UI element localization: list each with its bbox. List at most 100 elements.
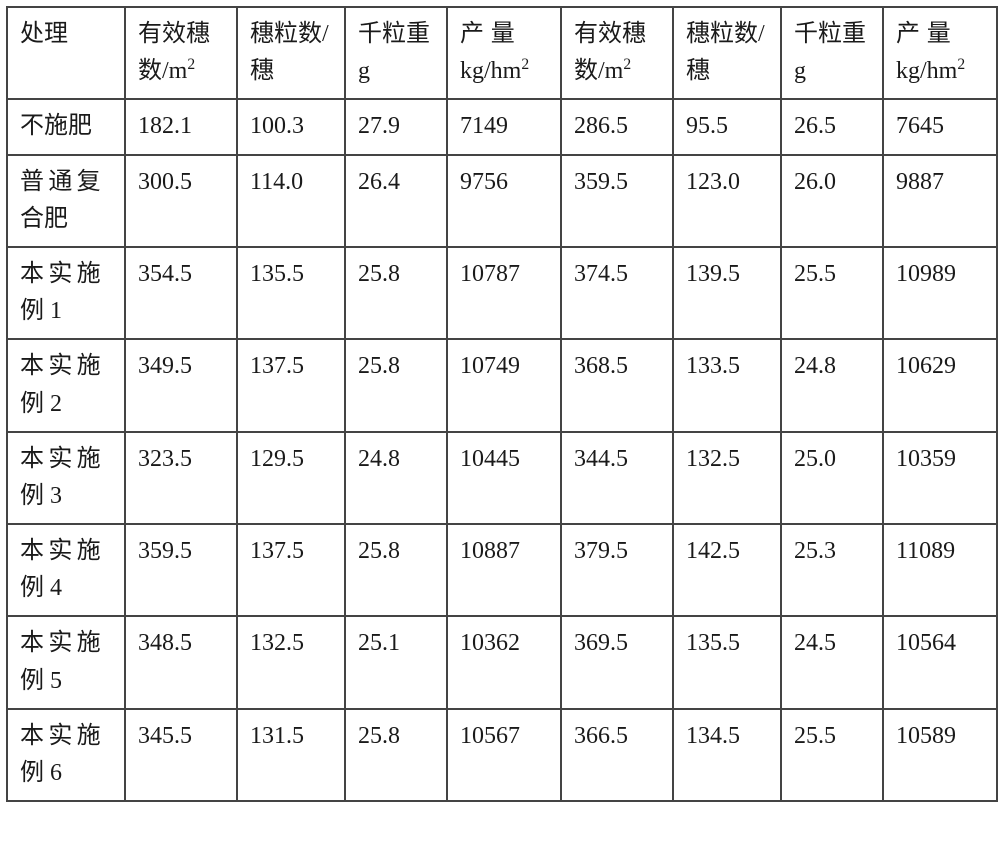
table-row: 本实施例 5348.5132.525.110362369.5135.524.51…	[7, 616, 997, 708]
header-line2: kg/hm2	[896, 53, 986, 90]
row-label: 本实施例 1	[7, 247, 125, 339]
cell-value: 345.5	[125, 709, 237, 801]
header-line1: 千粒重	[794, 16, 872, 53]
header-line2: 数/m2	[138, 53, 226, 90]
cell-value: 142.5	[673, 524, 781, 616]
cell-value: 132.5	[673, 432, 781, 524]
header-line2: g	[358, 53, 436, 90]
cell-value: 10989	[883, 247, 997, 339]
cell-value: 323.5	[125, 432, 237, 524]
cell-value: 10749	[447, 339, 561, 431]
header-line2-sup: 2	[187, 56, 195, 73]
cell-value: 348.5	[125, 616, 237, 708]
page-root: 处理有效穗数/m2穗粒数/穗千粒重g产量kg/hm2有效穗数/m2穗粒数/穗千粒…	[0, 0, 1000, 862]
cell-value: 368.5	[561, 339, 673, 431]
cell-value: 131.5	[237, 709, 345, 801]
cell-value: 359.5	[125, 524, 237, 616]
cell-value: 133.5	[673, 339, 781, 431]
cell-value: 25.5	[781, 247, 883, 339]
table-row: 本实施例 6345.5131.525.810567366.5134.525.51…	[7, 709, 997, 801]
cell-value: 137.5	[237, 524, 345, 616]
header-line1: 穗粒数/	[250, 16, 334, 53]
cell-value: 100.3	[237, 99, 345, 154]
cell-value: 26.4	[345, 155, 447, 247]
table-row: 不施肥182.1100.327.97149286.595.526.57645	[7, 99, 997, 154]
row-label-line: 例 5	[20, 663, 114, 700]
header-line2: 穗	[250, 53, 334, 90]
table-row: 普通复合肥300.5114.026.49756359.5123.026.0988…	[7, 155, 997, 247]
cell-value: 10629	[883, 339, 997, 431]
column-header-6: 穗粒数/穗	[673, 7, 781, 99]
table-header-row: 处理有效穗数/m2穗粒数/穗千粒重g产量kg/hm2有效穗数/m2穗粒数/穗千粒…	[7, 7, 997, 99]
row-label-line: 本实施	[20, 718, 114, 755]
cell-value: 24.5	[781, 616, 883, 708]
column-header-3: 千粒重g	[345, 7, 447, 99]
header-line1: 穗粒数/	[686, 16, 770, 53]
column-header-5: 有效穗数/m2	[561, 7, 673, 99]
header-line2-sup: 2	[623, 56, 631, 73]
cell-value: 300.5	[125, 155, 237, 247]
header-line1: 千粒重	[358, 16, 436, 53]
cell-value: 374.5	[561, 247, 673, 339]
table-row: 本实施例 4359.5137.525.810887379.5142.525.31…	[7, 524, 997, 616]
cell-value: 25.8	[345, 247, 447, 339]
cell-value: 25.0	[781, 432, 883, 524]
cell-value: 95.5	[673, 99, 781, 154]
header-line2-text: kg/hm	[896, 58, 957, 84]
cell-value: 7149	[447, 99, 561, 154]
column-header-8: 产量kg/hm2	[883, 7, 997, 99]
cell-value: 26.0	[781, 155, 883, 247]
cell-value: 9756	[447, 155, 561, 247]
row-label-line: 合肥	[20, 201, 114, 238]
cell-value: 25.8	[345, 709, 447, 801]
table-row: 本实施例 3323.5129.524.810445344.5132.525.01…	[7, 432, 997, 524]
cell-value: 129.5	[237, 432, 345, 524]
cell-value: 354.5	[125, 247, 237, 339]
cell-value: 26.5	[781, 99, 883, 154]
header-line1: 处理	[20, 16, 114, 53]
cell-value: 10589	[883, 709, 997, 801]
header-line2-text: kg/hm	[460, 58, 521, 84]
row-label-line: 例 6	[20, 755, 114, 792]
header-line2: 数/m2	[574, 53, 662, 90]
cell-value: 10362	[447, 616, 561, 708]
cell-value: 10787	[447, 247, 561, 339]
header-line2: g	[794, 53, 872, 90]
table-row: 本实施例 2349.5137.525.810749368.5133.524.81…	[7, 339, 997, 431]
column-header-2: 穗粒数/穗	[237, 7, 345, 99]
table-row: 本实施例 1354.5135.525.810787374.5139.525.51…	[7, 247, 997, 339]
cell-value: 134.5	[673, 709, 781, 801]
row-label: 不施肥	[7, 99, 125, 154]
row-label: 本实施例 2	[7, 339, 125, 431]
row-label-line: 例 4	[20, 570, 114, 607]
cell-value: 7645	[883, 99, 997, 154]
table-body: 不施肥182.1100.327.97149286.595.526.57645普通…	[7, 99, 997, 801]
header-line2: kg/hm2	[460, 53, 550, 90]
cell-value: 135.5	[237, 247, 345, 339]
row-label: 本实施例 4	[7, 524, 125, 616]
row-label: 本实施例 5	[7, 616, 125, 708]
row-label-line: 本实施	[20, 533, 114, 570]
column-header-4: 产量kg/hm2	[447, 7, 561, 99]
row-label-line: 例 1	[20, 293, 114, 330]
column-header-1: 有效穗数/m2	[125, 7, 237, 99]
cell-value: 132.5	[237, 616, 345, 708]
cell-value: 25.1	[345, 616, 447, 708]
cell-value: 10567	[447, 709, 561, 801]
cell-value: 114.0	[237, 155, 345, 247]
row-label-line: 本实施	[20, 348, 114, 385]
cell-value: 135.5	[673, 616, 781, 708]
row-label-line: 本实施	[20, 256, 114, 293]
results-table: 处理有效穗数/m2穗粒数/穗千粒重g产量kg/hm2有效穗数/m2穗粒数/穗千粒…	[6, 6, 998, 802]
cell-value: 27.9	[345, 99, 447, 154]
header-line2-text: 数/m	[138, 58, 187, 84]
cell-value: 10445	[447, 432, 561, 524]
row-label-line: 本实施	[20, 441, 114, 478]
header-line2: 穗	[686, 53, 770, 90]
cell-value: 344.5	[561, 432, 673, 524]
cell-value: 379.5	[561, 524, 673, 616]
cell-value: 349.5	[125, 339, 237, 431]
cell-value: 24.8	[781, 339, 883, 431]
cell-value: 10887	[447, 524, 561, 616]
cell-value: 139.5	[673, 247, 781, 339]
